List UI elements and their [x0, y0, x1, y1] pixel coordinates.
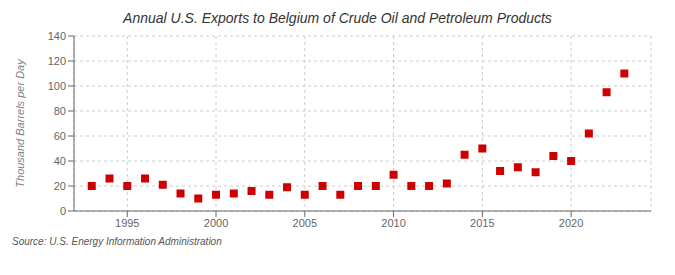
svg-text:2020: 2020 [559, 217, 583, 229]
svg-text:2015: 2015 [470, 217, 494, 229]
svg-text:20: 20 [54, 180, 66, 192]
svg-text:2010: 2010 [381, 217, 405, 229]
svg-text:120: 120 [48, 55, 66, 67]
html-text:Annual U.S. Exports to Belgium: Annual U.S. Exports to Belgium of Crude … [123, 10, 552, 26]
svg-text:80: 80 [54, 105, 66, 117]
html-text:Source: U.S. Energy Informatio: Source: U.S. Energy Information Administ… [12, 236, 222, 247]
svg-text:40: 40 [54, 155, 66, 167]
svg-text:2005: 2005 [293, 217, 317, 229]
svg-text:Thousand Barrels per Day: Thousand Barrels per Day [14, 58, 26, 188]
svg-text:100: 100 [48, 80, 66, 92]
svg-text:140: 140 [48, 30, 66, 42]
svg-text:2000: 2000 [204, 217, 228, 229]
svg-text:60: 60 [54, 130, 66, 142]
svg-text:0: 0 [60, 205, 66, 217]
svg-text:1995: 1995 [115, 217, 139, 229]
